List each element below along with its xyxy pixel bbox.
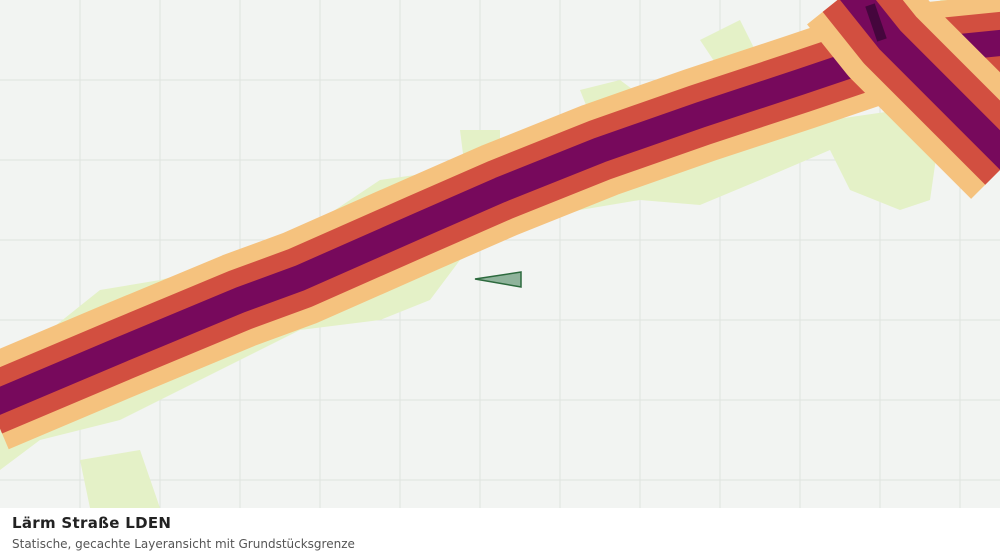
location-marker — [474, 271, 522, 288]
noise-corridor — [0, 0, 1000, 450]
map-title: Lärm Straße LDEN — [12, 514, 172, 532]
noise-map — [0, 0, 1000, 508]
map-caption: Lärm Straße LDEN Statische, gecachte Lay… — [0, 508, 1000, 560]
map-subtitle: Statische, gecachte Layeransicht mit Gru… — [12, 537, 355, 551]
